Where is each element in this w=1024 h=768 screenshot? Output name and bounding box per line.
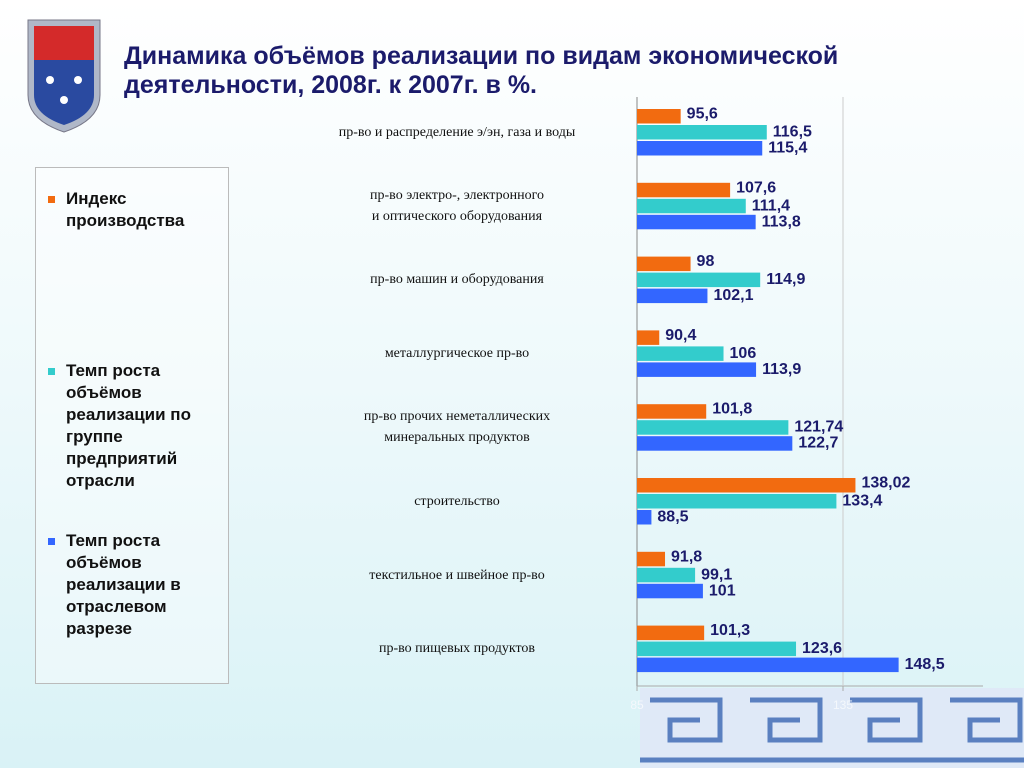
bar <box>637 288 708 304</box>
legend-entry: Темп роста объёмов реализации по группе … <box>48 360 226 492</box>
bar <box>637 583 703 599</box>
bar <box>637 420 789 435</box>
legend-label: Индекс производства <box>66 189 185 230</box>
data-label: 148,5 <box>905 656 945 673</box>
data-label: 101 <box>709 582 736 599</box>
data-label: 106 <box>730 345 757 362</box>
data-label: 121,74 <box>794 419 843 436</box>
x-tick-label: 85 <box>630 698 644 712</box>
data-label: 122,7 <box>798 435 838 452</box>
data-label: 90,4 <box>665 327 696 344</box>
category-label: пр-во электро-, электронного и оптическо… <box>370 188 544 225</box>
data-label: 116,5 <box>773 123 812 140</box>
legend-entry: Индекс производства <box>48 188 226 232</box>
category-label: пр-во и распределение э/эн, газа и воды <box>338 124 576 140</box>
category-label: пр-во пищевых продуктов <box>378 641 536 657</box>
category-label: пр-во машин и оборудования <box>370 272 544 288</box>
bar <box>637 346 724 361</box>
data-label: 91,8 <box>671 548 702 565</box>
data-label: 115,4 <box>768 139 807 156</box>
bar <box>637 641 797 657</box>
bar <box>637 551 666 567</box>
title: Динамика объёмов реализации по видам эко… <box>124 42 839 99</box>
bar <box>637 404 707 419</box>
bar <box>637 625 705 641</box>
bar <box>637 141 763 156</box>
bar <box>637 657 899 673</box>
bar <box>637 256 691 272</box>
data-label: 133,4 <box>842 492 882 509</box>
x-tick-label: 135 <box>833 698 853 712</box>
data-label: 107,6 <box>736 179 776 196</box>
data-label: 88,5 <box>657 508 688 525</box>
bar <box>637 272 761 288</box>
data-label: 101,8 <box>712 401 752 418</box>
bar <box>637 494 837 509</box>
legend-label: Темп роста объёмов реализации в отраслев… <box>66 531 181 638</box>
data-label: 95,6 <box>687 105 718 122</box>
data-label: 101,3 <box>710 622 750 639</box>
bar <box>637 109 681 124</box>
bar <box>637 510 652 525</box>
data-label: 102,1 <box>713 287 753 304</box>
data-label: 138,02 <box>861 474 910 491</box>
legend: Индекс производства Темп роста объёмов ре… <box>35 167 229 684</box>
legend-entry: Темп роста объёмов реализации в отраслев… <box>48 530 226 640</box>
bar <box>637 182 731 198</box>
data-label: 99,1 <box>701 566 732 583</box>
data-label: 113,9 <box>762 361 801 378</box>
data-label: 114,9 <box>766 271 805 288</box>
bar <box>637 362 757 377</box>
data-label: 113,8 <box>762 213 801 230</box>
bar <box>637 214 756 230</box>
bar <box>637 125 767 140</box>
bar <box>637 436 793 451</box>
coat-of-arms <box>27 19 101 133</box>
category-label: металлургическое пр-во <box>384 346 530 362</box>
legend-swatch <box>48 538 55 545</box>
legend-swatch <box>48 196 55 203</box>
data-label: 123,6 <box>802 640 842 657</box>
category-label: пр-во прочих неметаллических минеральных… <box>363 409 551 446</box>
decor-pattern <box>640 688 1024 768</box>
data-label: 98 <box>697 253 715 270</box>
bar <box>637 478 856 493</box>
bar <box>637 330 660 345</box>
data-label: 111,4 <box>752 197 790 214</box>
legend-swatch <box>48 368 55 375</box>
legend-label: Темп роста объёмов реализации по группе … <box>66 361 191 490</box>
bar <box>637 198 746 214</box>
bar <box>637 567 696 583</box>
category-label: строительство <box>414 493 500 509</box>
category-label: текстильное и швейное пр-во <box>369 567 545 583</box>
